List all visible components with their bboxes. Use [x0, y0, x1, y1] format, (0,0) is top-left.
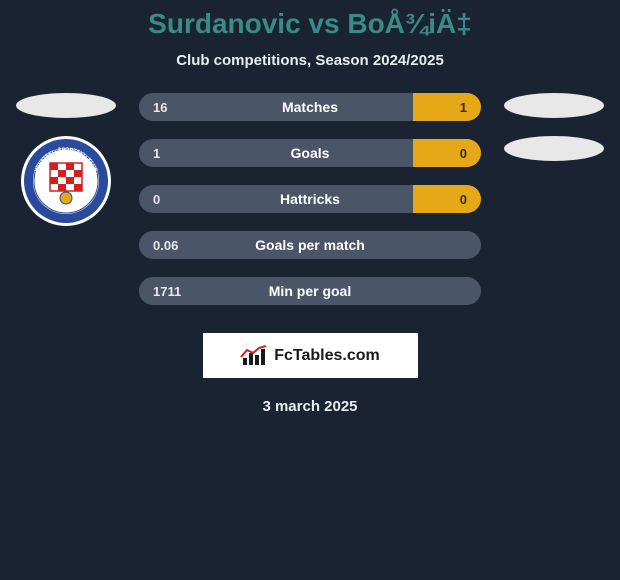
- player-right-placeholder: [504, 93, 604, 118]
- subtitle: Club competitions, Season 2024/2025: [0, 52, 620, 69]
- stat-bar: 0.06Goals per match: [139, 231, 481, 259]
- player-left-placeholder: [16, 93, 116, 118]
- stat-bars: 161Matches 10Goals 00Hattricks 0.06Goals pe…: [139, 93, 481, 305]
- stat-right-value: 0: [413, 139, 481, 167]
- stat-bar: 00Hattricks: [139, 185, 481, 213]
- date-label: 3 march 2025: [0, 398, 620, 415]
- club-right-placeholder: [504, 136, 604, 161]
- stats-card: Surdanovic vs BoÅ¾iÄ‡ Club competitions,…: [0, 0, 620, 415]
- brand-box[interactable]: FcTables.com: [203, 333, 418, 378]
- bar-chart-icon: [240, 345, 268, 367]
- right-column: [499, 93, 609, 161]
- stat-bar: 161Matches: [139, 93, 481, 121]
- stat-right-value: 0: [413, 185, 481, 213]
- comparison-row: HRVATSKI · ŠPORTSKI · KLUB 161Matches 10G…: [0, 93, 620, 305]
- stat-bar: 10Goals: [139, 139, 481, 167]
- stat-left-value: 1: [139, 139, 413, 167]
- club-badge-left: HRVATSKI · ŠPORTSKI · KLUB: [21, 136, 111, 226]
- stat-right-value: 1: [413, 93, 481, 121]
- page-title: Surdanovic vs BoÅ¾iÄ‡: [0, 8, 620, 40]
- left-column: HRVATSKI · ŠPORTSKI · KLUB: [11, 93, 121, 226]
- stat-bar: 1711Min per goal: [139, 277, 481, 305]
- stat-left-value: 1711: [139, 277, 481, 305]
- stat-left-value: 16: [139, 93, 413, 121]
- stat-left-value: 0: [139, 185, 413, 213]
- brand-name: FcTables.com: [274, 347, 380, 365]
- stat-left-value: 0.06: [139, 231, 481, 259]
- zrinjski-badge-icon: HRVATSKI · ŠPORTSKI · KLUB: [23, 138, 109, 224]
